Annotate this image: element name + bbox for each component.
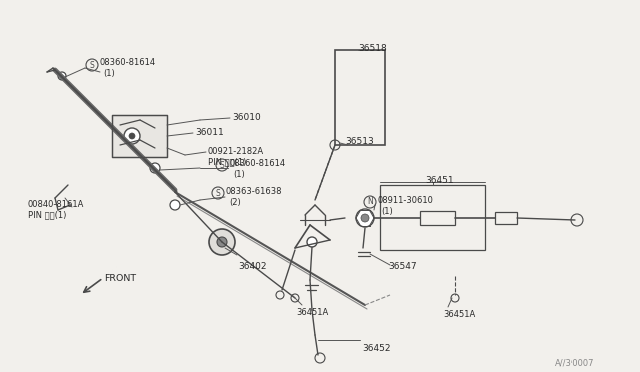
Circle shape (150, 163, 160, 173)
Text: 36010: 36010 (232, 113, 260, 122)
Bar (420, 211, 455, 225)
Text: (2): (2) (229, 198, 241, 207)
Text: 08363-61638: 08363-61638 (226, 187, 282, 196)
Text: 00921-2182A: 00921-2182A (208, 147, 264, 156)
Circle shape (124, 128, 140, 144)
Text: 36451: 36451 (425, 176, 454, 185)
Text: 00840-8161A: 00840-8161A (28, 200, 84, 209)
Bar (380, 185, 485, 250)
Bar (112, 115, 167, 157)
Text: 36452: 36452 (362, 344, 390, 353)
Text: (1): (1) (381, 207, 393, 216)
Circle shape (307, 237, 317, 247)
Text: 36011: 36011 (195, 128, 224, 137)
Circle shape (356, 209, 374, 227)
Text: S: S (216, 189, 220, 198)
Circle shape (129, 133, 135, 139)
Text: 36402: 36402 (238, 262, 266, 271)
Text: 36451A: 36451A (296, 308, 328, 317)
Text: 36547: 36547 (388, 262, 417, 271)
Text: S: S (90, 61, 94, 70)
Text: S: S (220, 160, 225, 170)
Text: 08360-81614: 08360-81614 (100, 58, 156, 67)
Text: N: N (367, 198, 373, 206)
Text: 36513: 36513 (345, 137, 374, 146)
Text: 08360-81614: 08360-81614 (230, 159, 286, 168)
Text: FRONT: FRONT (104, 274, 136, 283)
Text: PIN ピン(1): PIN ピン(1) (208, 157, 246, 166)
Circle shape (58, 72, 66, 80)
Bar (335, 50, 385, 145)
Bar (495, 212, 517, 224)
Text: A//3ⁱ0007: A//3ⁱ0007 (555, 358, 595, 367)
Text: (1): (1) (233, 170, 244, 179)
Text: 08911-30610: 08911-30610 (378, 196, 434, 205)
Circle shape (170, 200, 180, 210)
Circle shape (361, 214, 369, 222)
Circle shape (209, 229, 235, 255)
Text: (1): (1) (103, 69, 115, 78)
Text: 36451A: 36451A (443, 310, 476, 319)
Circle shape (217, 237, 227, 247)
Text: 36518: 36518 (358, 44, 387, 53)
Text: PIN ピン(1): PIN ピン(1) (28, 210, 67, 219)
